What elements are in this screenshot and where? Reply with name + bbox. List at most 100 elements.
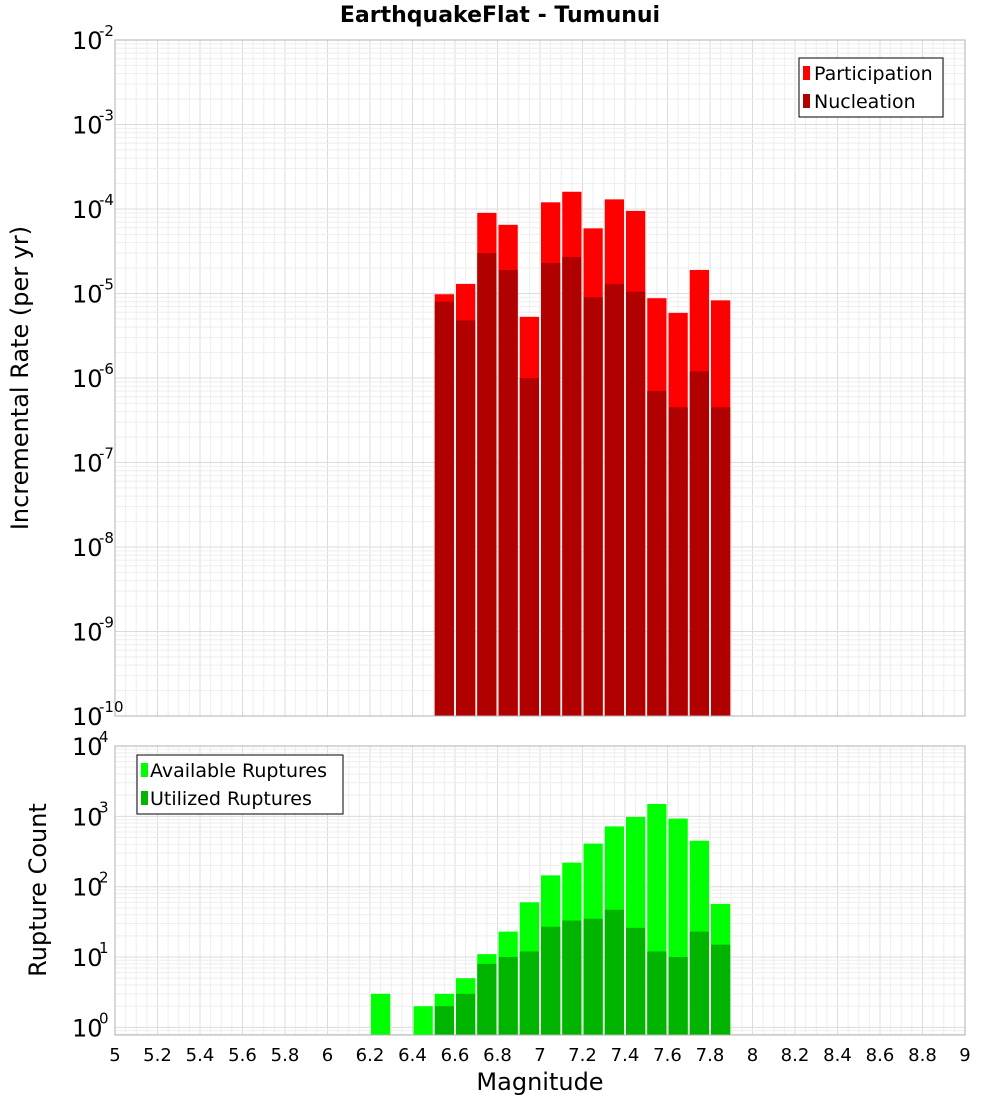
y-tick-exponent: 1 [99,939,109,957]
x-tick-label: 6 [322,1045,333,1066]
y-tick-base: 10 [72,196,103,224]
y-tick-exponent: -2 [99,22,114,40]
bottom-y-axis-label: Rupture Count [24,803,52,977]
bar-nucleation [562,257,582,716]
bottom-bars [371,803,731,1035]
x-tick-label: 8.2 [781,1045,810,1066]
y-tick-base: 10 [72,450,103,478]
x-tick-label: 7.8 [696,1045,725,1066]
bar-nucleation [434,301,454,716]
x-tick-label: 6.4 [398,1045,427,1066]
bar-utilized-ruptures [434,1006,454,1035]
y-tick-exponent: 2 [99,869,109,887]
x-tick-label: 5.4 [186,1045,215,1066]
bar-utilized-ruptures [541,926,561,1035]
bar-nucleation [456,320,476,716]
y-tick-base: 10 [72,803,103,831]
bar-nucleation [583,297,603,716]
legend-swatch-participation [803,66,810,80]
bar-utilized-ruptures [689,931,709,1035]
legend-swatch-nucleation [803,94,810,108]
legend-label-available: Available Ruptures [150,760,327,782]
x-tick-label: 7.2 [568,1045,597,1066]
x-tick-label: 8.4 [823,1045,852,1066]
y-tick-exponent: -9 [99,614,114,632]
y-tick-label: 10-4 [72,191,114,224]
x-tick-label: 6.2 [356,1045,385,1066]
y-tick-label: 100 [72,1009,109,1042]
bar-utilized-ruptures [668,957,688,1035]
bar-utilized-ruptures [456,993,476,1035]
x-tick-label: 7.4 [611,1045,640,1066]
bottom-plot-frame [114,745,966,1036]
chart-title: EarthquakeFlat - Tumunui [340,3,660,28]
bar-nucleation [604,283,624,716]
y-tick-exponent: 4 [99,728,109,746]
y-tick-label: 10-2 [72,22,114,55]
bar-utilized-ruptures [562,920,582,1035]
bar-nucleation [647,391,667,716]
bar-nucleation [498,269,518,716]
bar-nucleation [626,291,646,716]
x-tick-label: 7.6 [653,1045,682,1066]
x-tick-label: 8.8 [908,1045,937,1066]
y-tick-base: 10 [72,944,103,972]
y-tick-exponent: -4 [99,191,114,209]
x-tick-label: 5.2 [143,1045,172,1066]
x-tick-label: 5 [109,1045,120,1066]
bar-utilized-ruptures [626,927,646,1035]
legend-swatch-available [141,763,148,777]
y-tick-label: 10-6 [72,360,114,393]
y-tick-label: 101 [72,939,109,972]
y-tick-base: 10 [72,733,103,761]
top-bars [434,191,731,717]
legend-label-participation: Participation [814,63,933,85]
y-tick-exponent: 0 [99,1009,109,1027]
y-tick-base: 10 [72,112,103,140]
bar-available-ruptures [413,1006,433,1035]
y-tick-exponent: -8 [99,529,114,547]
top-plot-frame [114,39,966,717]
bottom-legend: Available Ruptures Utilized Ruptures [136,754,344,815]
y-tick-exponent: -3 [99,107,114,125]
y-tick-exponent: 3 [99,798,109,816]
bar-nucleation [541,262,561,716]
bar-nucleation [668,407,688,716]
y-tick-label: 103 [72,798,109,831]
y-tick-exponent: -10 [99,698,124,716]
legend-label-utilized: Utilized Ruptures [150,788,312,810]
y-tick-base: 10 [72,619,103,647]
x-tick-label: 9 [959,1045,970,1066]
y-tick-label: 104 [72,728,109,761]
y-tick-label: 10-9 [72,614,114,647]
bar-utilized-ruptures [498,957,518,1035]
x-tick-label: 6.8 [483,1045,512,1066]
y-tick-label: 10-8 [72,529,114,562]
y-tick-label: 102 [72,869,109,902]
legend-swatch-utilized [141,791,148,805]
x-tick-label: 8 [747,1045,758,1066]
y-tick-exponent: -7 [99,445,114,463]
bar-utilized-ruptures [711,944,731,1035]
y-tick-base: 10 [72,1014,103,1042]
top-legend: Participation Nucleation [798,57,944,118]
bottom-x-ticks: 5 5.2 5.4 5.6 5.8 6 6.2 6.4 6.6 6.8 7 7.2 7.4 7.6 7.8 8… [109,1045,970,1066]
x-tick-label: 7 [534,1045,545,1066]
top-grid [114,39,966,717]
y-tick-label: 10-7 [72,445,114,478]
y-tick-base: 10 [72,874,103,902]
bar-utilized-ruptures [604,909,624,1035]
x-tick-label: 6.6 [441,1045,470,1066]
x-tick-label: 5.8 [271,1045,300,1066]
y-tick-base: 10 [72,365,103,393]
bar-nucleation [519,378,539,716]
x-axis-label: Magnitude [476,1068,603,1096]
bar-utilized-ruptures [583,918,603,1035]
y-tick-label: 10-5 [72,276,114,309]
y-tick-exponent: -5 [99,276,114,294]
y-tick-label: 10-3 [72,107,114,140]
x-tick-label: 5.6 [228,1045,257,1066]
